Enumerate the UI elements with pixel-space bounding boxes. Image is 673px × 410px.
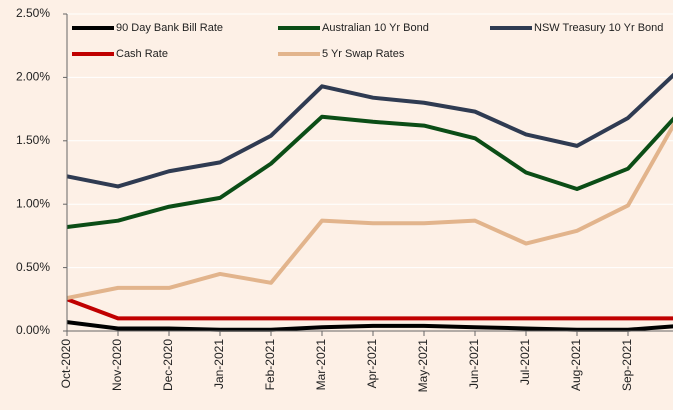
x-tick-label: Feb-2021 <box>263 339 277 391</box>
x-tick-label: Apr-2021 <box>365 339 379 389</box>
legend-label: Cash Rate <box>116 48 168 60</box>
y-tick-label: 2.50% <box>16 6 50 20</box>
x-tick-label: Aug-2021 <box>569 339 583 391</box>
axes: 0.00% 0.50% 1.00% 1.50% 2.00% 2.50% Oct-2020 No… <box>16 6 673 392</box>
y-tick-label: 0.50% <box>16 260 50 274</box>
legend-label: 5 Yr Swap Rates <box>322 48 405 60</box>
legend-label: Australian 10 Yr Bond <box>322 22 429 34</box>
x-tick-label: Dec-2020 <box>161 339 175 391</box>
x-tick-label: Jul-2021 <box>518 339 532 385</box>
x-tick-label: Jun-2021 <box>467 339 481 389</box>
plot-area <box>67 72 673 332</box>
series-line <box>67 297 673 321</box>
x-tick-label: Nov-2020 <box>110 339 124 391</box>
legend-label: NSW Treasury 10 Yr Bond <box>534 22 663 34</box>
series-line <box>67 320 673 332</box>
y-tick-label: 1.50% <box>16 133 50 147</box>
legend-label: 90 Day Bank Bill Rate <box>116 22 223 34</box>
series-line <box>67 72 673 189</box>
y-tick-label: 2.00% <box>16 70 50 84</box>
x-tick-label: May-2021 <box>416 339 430 393</box>
y-tick-label: 0.00% <box>16 323 50 337</box>
x-tick-label: Oct-2020 <box>59 339 73 389</box>
y-tick-label: 1.00% <box>16 196 50 210</box>
x-tick-label: Jan-2021 <box>212 339 226 389</box>
series-line <box>67 121 673 300</box>
series-line <box>67 114 673 230</box>
x-tick-label: Sep-2021 <box>620 339 634 391</box>
x-tick-label: Mar-2021 <box>314 339 328 391</box>
